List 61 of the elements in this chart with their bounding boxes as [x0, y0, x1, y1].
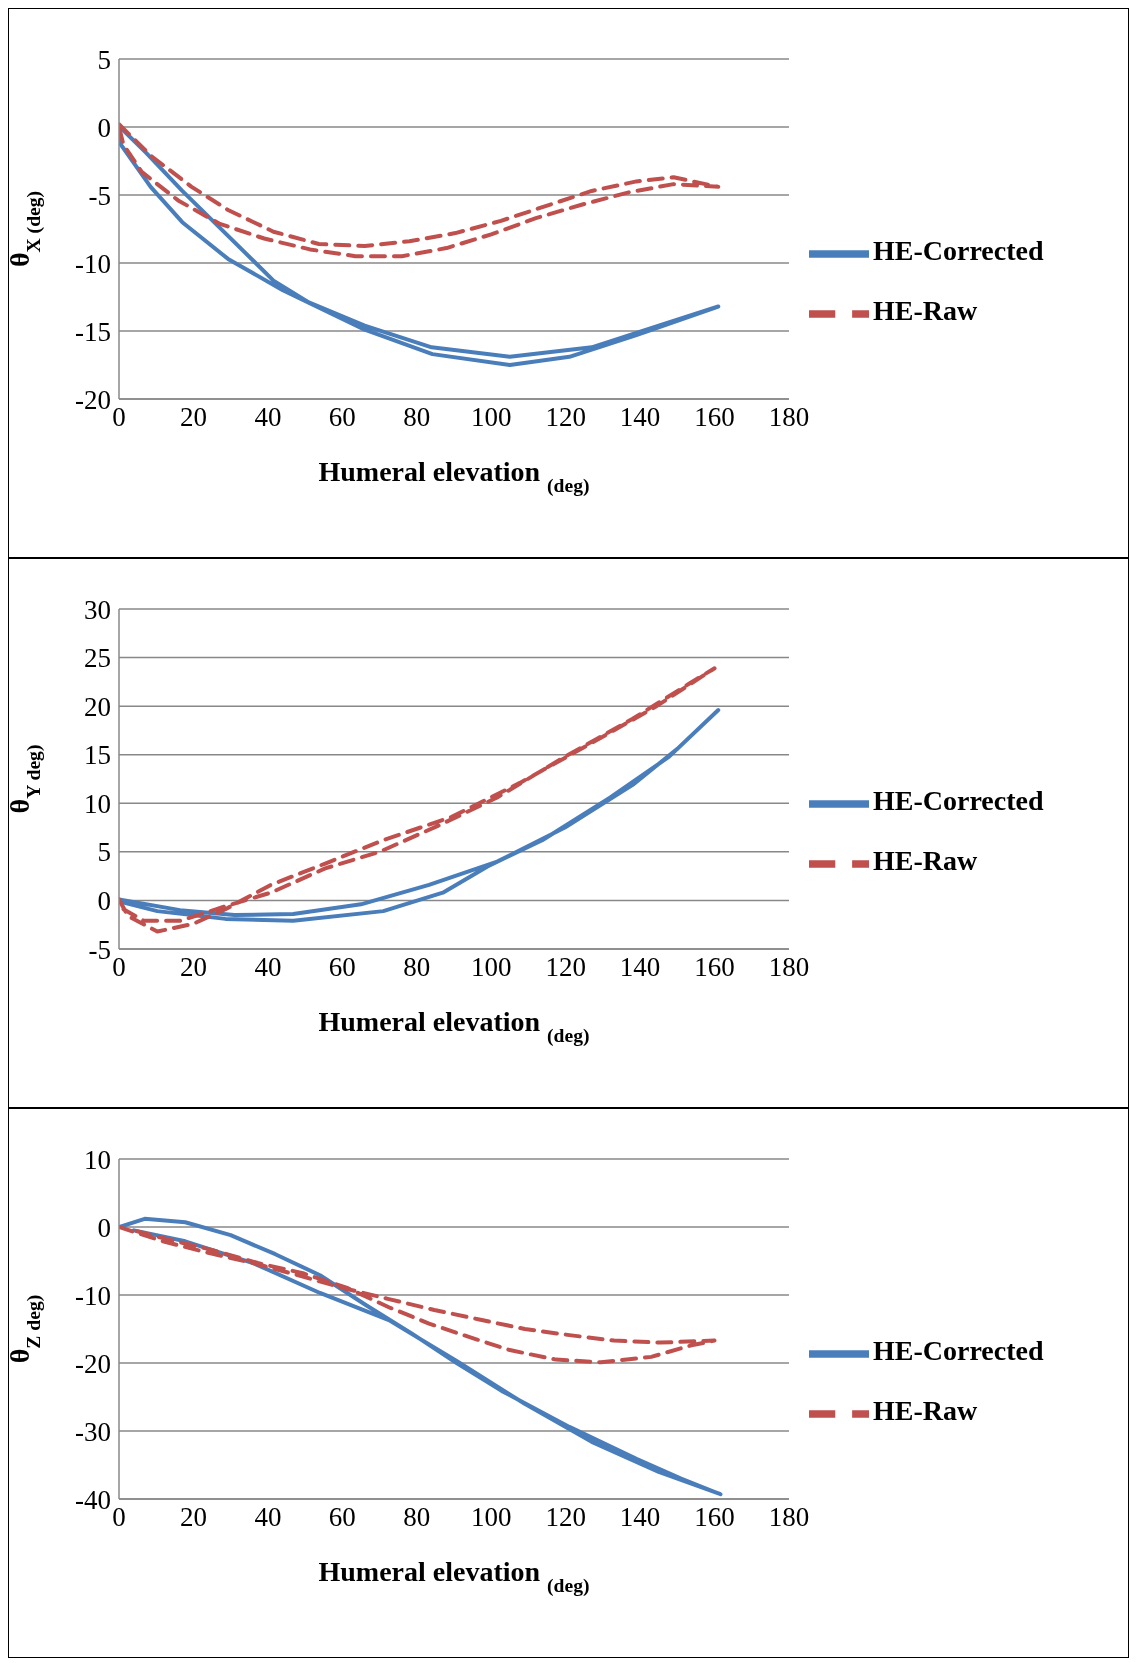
- legend-label: HE-Raw: [873, 1395, 978, 1427]
- y-tick-label: 5: [97, 44, 111, 75]
- x-tick-label: 160: [694, 1502, 735, 1533]
- y-tick-label: -10: [75, 248, 111, 279]
- y-tick-label: -20: [75, 1348, 111, 1379]
- x-tick-label: 40: [254, 1502, 282, 1533]
- y-tick-label: -5: [88, 180, 111, 211]
- x-tick-label: 160: [694, 402, 735, 433]
- y-tick-label: 0: [97, 112, 111, 143]
- y-tick-label: 5: [97, 837, 111, 868]
- y-tick-label: 20: [84, 691, 111, 722]
- x-tick-label: 60: [328, 1502, 356, 1533]
- y-tick-label: -40: [75, 1484, 111, 1515]
- y-tick-label: 0: [97, 886, 111, 917]
- x-tick-label: 120: [545, 1502, 586, 1533]
- legend-label: HE-Corrected: [873, 235, 1044, 267]
- legend-label: HE-Raw: [873, 845, 978, 877]
- line-series: [119, 122, 721, 259]
- y-tick-label: 10: [84, 1144, 111, 1175]
- x-tick-label: 80: [403, 952, 431, 983]
- y-tick-label: 0: [97, 1212, 111, 1243]
- x-axis-title: Humeral elevation $_{(deg)}$: [318, 456, 590, 497]
- x-tick-label: 80: [403, 402, 431, 433]
- x-tick-label: 100: [470, 952, 512, 983]
- x-tick-label: 60: [328, 402, 356, 433]
- x-tick-label: 140: [619, 1502, 661, 1533]
- line-series: [119, 666, 717, 934]
- x-tick-label: 20: [179, 952, 207, 983]
- y-tick-label: 25: [84, 643, 111, 674]
- legend-label: HE-Corrected: [873, 1335, 1044, 1367]
- y-tick-label: 30: [84, 594, 111, 625]
- x-axis-title: Humeral elevation $_{(deg)}$: [318, 1006, 590, 1047]
- x-tick-label: 120: [545, 952, 586, 983]
- legend-label: HE-Raw: [873, 295, 978, 327]
- x-tick-label: 40: [254, 952, 282, 983]
- y-tick-label: 10: [84, 788, 111, 819]
- y-tick-label: -15: [75, 316, 111, 347]
- y-tick-label: -5: [88, 934, 111, 965]
- x-tick-label: 100: [470, 1502, 512, 1533]
- y-tick-label: -30: [75, 1416, 111, 1447]
- x-tick-label: 40: [254, 402, 282, 433]
- line-series: [119, 1225, 717, 1365]
- x-tick-label: 120: [545, 402, 586, 433]
- x-tick-label: 140: [619, 952, 661, 983]
- x-tick-label: 20: [179, 402, 207, 433]
- x-tick-label: 180: [768, 952, 810, 983]
- x-tick-label: 160: [694, 952, 735, 983]
- legend-label: HE-Corrected: [873, 785, 1044, 817]
- y-tick-label: 15: [84, 740, 111, 771]
- y-tick-label: -10: [75, 1280, 111, 1311]
- x-tick-label: 80: [403, 1502, 431, 1533]
- x-tick-label: 60: [328, 952, 356, 983]
- line-series: [119, 708, 721, 923]
- x-tick-label: 180: [768, 1502, 810, 1533]
- line-series: [119, 1216, 723, 1497]
- x-tick-label: 140: [619, 402, 661, 433]
- x-tick-label: 100: [470, 402, 512, 433]
- y-tick-label: -20: [75, 384, 111, 415]
- x-tick-label: 20: [179, 1502, 207, 1533]
- x-axis-title: Humeral elevation $_{(deg)}$: [318, 1556, 590, 1597]
- x-tick-label: 180: [768, 402, 810, 433]
